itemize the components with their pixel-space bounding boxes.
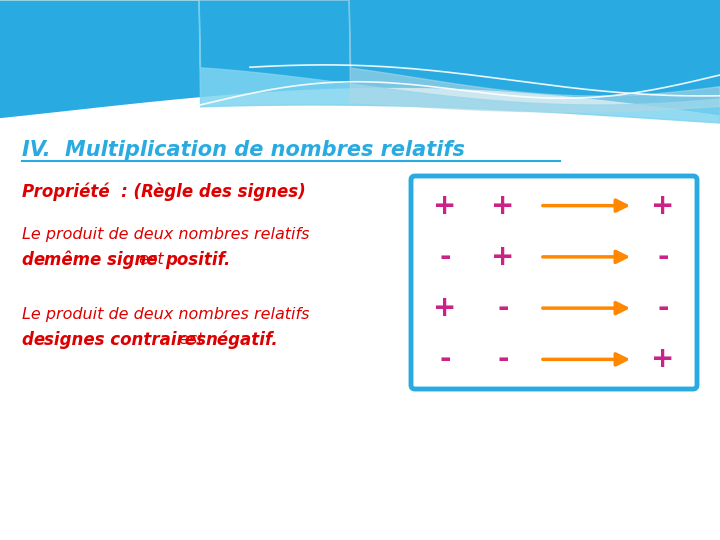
Text: -: - <box>657 294 669 322</box>
Text: positif.: positif. <box>165 251 230 269</box>
Text: -: - <box>439 243 451 271</box>
Text: signes contraires: signes contraires <box>44 331 206 349</box>
Text: -: - <box>498 346 509 373</box>
Text: +: + <box>652 346 675 373</box>
Bar <box>0 125 720 540</box>
Text: -: - <box>439 346 451 373</box>
Bar <box>0 0 720 140</box>
Text: même signe: même signe <box>44 251 158 269</box>
Text: IV.  Multiplication de nombres relatifs: IV. Multiplication de nombres relatifs <box>22 140 465 160</box>
Text: +: + <box>491 243 515 271</box>
Text: est: est <box>174 333 209 348</box>
Text: -: - <box>657 243 669 271</box>
Text: de: de <box>22 251 51 269</box>
Text: Le produit de deux nombres relatifs: Le produit de deux nombres relatifs <box>22 227 310 242</box>
Text: de: de <box>22 331 51 349</box>
Text: est: est <box>134 253 168 267</box>
Text: +: + <box>433 294 456 322</box>
Text: +: + <box>652 192 675 220</box>
Text: +: + <box>433 192 456 220</box>
Text: négatif.: négatif. <box>205 330 278 349</box>
Text: Propriété  : (Règle des signes): Propriété : (Règle des signes) <box>22 183 306 201</box>
Text: +: + <box>491 192 515 220</box>
Text: Le produit de deux nombres relatifs: Le produit de deux nombres relatifs <box>22 307 310 322</box>
Text: -: - <box>498 294 509 322</box>
FancyBboxPatch shape <box>411 176 697 389</box>
